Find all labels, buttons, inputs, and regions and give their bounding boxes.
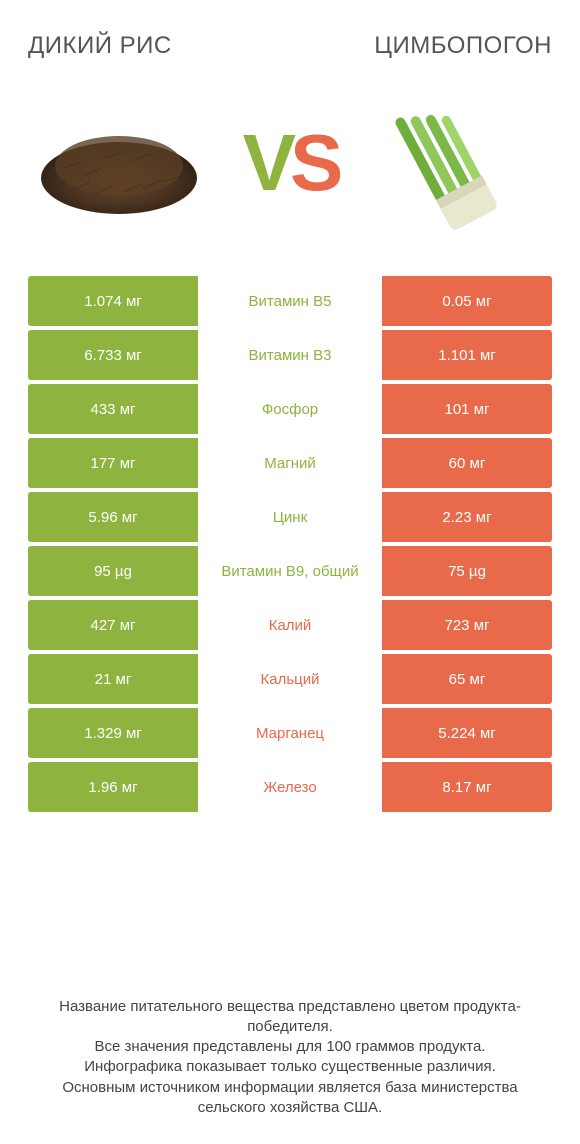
nutrient-row: 177 мгМагний60 мг <box>28 438 552 488</box>
vs-s: S <box>290 117 337 209</box>
value-right: 2.23 мг <box>382 492 552 542</box>
nutrient-row: 5.96 мгЦинк2.23 мг <box>28 492 552 542</box>
nutrient-name: Витамин B9, общий <box>198 546 382 596</box>
nutrient-name: Калий <box>198 600 382 650</box>
title-row: ДИКИЙ РИС ЦИМБОПОГОН <box>28 32 552 60</box>
value-right: 75 µg <box>382 546 552 596</box>
title-left: ДИКИЙ РИС <box>28 32 172 60</box>
nutrient-name: Марганец <box>198 708 382 758</box>
value-left: 95 µg <box>28 546 198 596</box>
value-right: 723 мг <box>382 600 552 650</box>
value-right: 65 мг <box>382 654 552 704</box>
value-right: 5.224 мг <box>382 708 552 758</box>
nutrient-row: 433 мгФосфор101 мг <box>28 384 552 434</box>
value-right: 0.05 мг <box>382 276 552 326</box>
nutrient-row: 6.733 мгВитамин B31.101 мг <box>28 330 552 380</box>
nutrient-name: Железо <box>198 762 382 812</box>
vs-v: V <box>243 117 290 209</box>
value-left: 1.329 мг <box>28 708 198 758</box>
title-right: ЦИМБОПОГОН <box>374 32 552 60</box>
value-left: 177 мг <box>28 438 198 488</box>
nutrient-name: Магний <box>198 438 382 488</box>
footer-line: Все значения представлены для 100 граммо… <box>32 1037 548 1057</box>
nutrient-name: Кальций <box>198 654 382 704</box>
value-left: 427 мг <box>28 600 198 650</box>
nutrient-table: 1.074 мгВитамин B50.05 мг6.733 мгВитамин… <box>28 276 552 816</box>
footer-note: Название питательного вещества представл… <box>28 997 552 1125</box>
nutrient-row: 1.96 мгЖелезо8.17 мг <box>28 762 552 812</box>
nutrient-name: Цинк <box>198 492 382 542</box>
value-left: 1.074 мг <box>28 276 198 326</box>
value-right: 60 мг <box>382 438 552 488</box>
value-left: 6.733 мг <box>28 330 198 380</box>
nutrient-row: 21 мгКальций65 мг <box>28 654 552 704</box>
nutrient-row: 1.074 мгВитамин B50.05 мг <box>28 276 552 326</box>
comparison-infographic: ДИКИЙ РИС ЦИМБОПОГОН <box>0 0 580 1144</box>
value-left: 21 мг <box>28 654 198 704</box>
nutrient-name: Фосфор <box>198 384 382 434</box>
nutrient-row: 427 мгКалий723 мг <box>28 600 552 650</box>
nutrient-row: 95 µgВитамин B9, общий75 µg <box>28 546 552 596</box>
value-left: 5.96 мг <box>28 492 198 542</box>
value-right: 101 мг <box>382 384 552 434</box>
footer-line: Основным источником информации является … <box>32 1078 548 1119</box>
value-right: 1.101 мг <box>382 330 552 380</box>
value-left: 1.96 мг <box>28 762 198 812</box>
nutrient-row: 1.329 мгМарганец5.224 мг <box>28 708 552 758</box>
value-right: 8.17 мг <box>382 762 552 812</box>
lemongrass-image <box>376 88 546 238</box>
nutrient-name: Витамин B5 <box>198 276 382 326</box>
hero-row: VS <box>28 78 552 248</box>
footer-line: Инфографика показывает только существенн… <box>32 1057 548 1077</box>
nutrient-name: Витамин B3 <box>198 330 382 380</box>
value-left: 433 мг <box>28 384 198 434</box>
vs-label: VS <box>243 117 338 209</box>
footer-line: Название питательного вещества представл… <box>32 997 548 1038</box>
wild-rice-image <box>34 88 204 238</box>
